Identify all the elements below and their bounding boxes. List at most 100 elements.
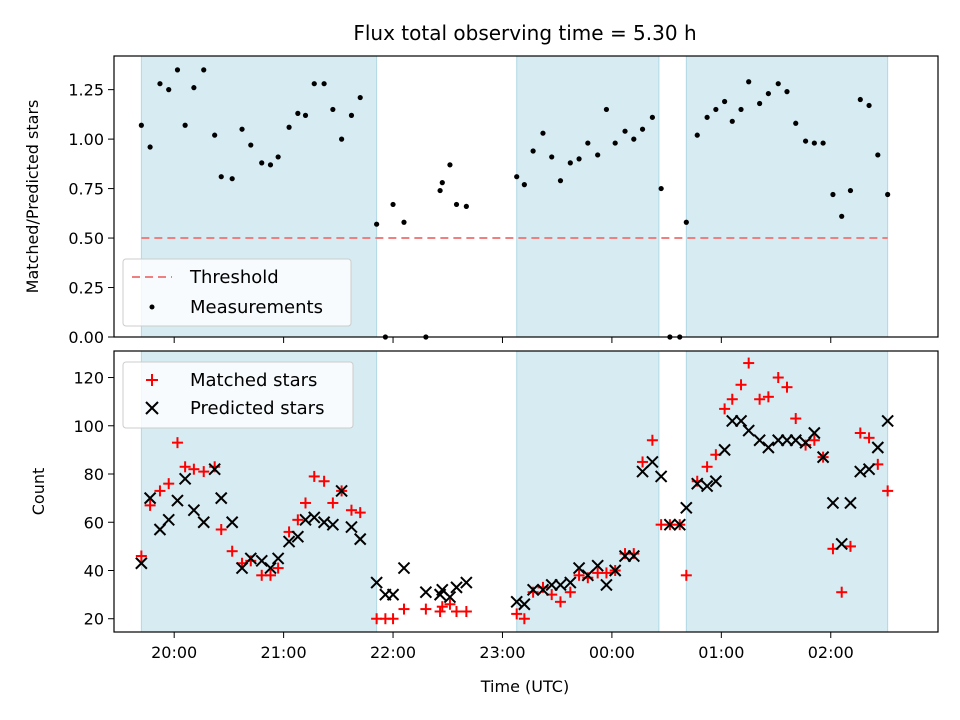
measurement-point	[295, 110, 301, 116]
matched-star-point	[354, 507, 366, 519]
predicted-star-point	[317, 516, 331, 529]
predicted-star-point	[871, 441, 885, 454]
legend-matched-label: Matched stars	[190, 370, 317, 391]
measurement-point	[374, 221, 380, 227]
matched-star-point	[272, 562, 284, 574]
predicted-star-point	[178, 472, 192, 486]
measurement-point	[321, 81, 327, 87]
matched-star-point	[680, 569, 692, 581]
predicted-star-point	[881, 414, 894, 428]
measurement-point	[775, 81, 781, 87]
x-tick-label: 20:00	[151, 643, 197, 662]
predicted-star-point	[608, 564, 622, 577]
top-legend: Threshold Measurements	[122, 258, 352, 327]
predicted-star-point	[826, 496, 840, 510]
measurement-point	[567, 160, 573, 166]
measurement-point	[820, 140, 826, 146]
top-axes-frame	[113, 55, 939, 338]
predicted-star-point	[581, 569, 595, 582]
measurement-point	[302, 112, 309, 118]
predicted-star-point	[772, 434, 785, 447]
predicted-star-point	[789, 434, 802, 447]
predicted-star-point	[854, 465, 867, 478]
x-tick-label: 23:00	[479, 643, 525, 662]
measurement-point	[463, 203, 469, 209]
measurement-point	[683, 219, 689, 225]
predicted-star-point	[282, 535, 296, 548]
bottom-x-ticks: 20:00 21:00 22:00 23:00 00:00 01:00 02:00	[151, 632, 854, 662]
predicted-star-point	[397, 561, 411, 575]
measurement-point	[557, 178, 564, 184]
top-y-tick-label: 0.75	[68, 180, 104, 199]
measurement-point	[839, 213, 845, 219]
predicted-star-point	[450, 581, 463, 594]
predicted-star-point	[564, 576, 577, 589]
predicted-star-point	[171, 494, 184, 507]
matched-star-point	[637, 456, 649, 468]
bottom-y-tick-label: 20	[84, 610, 104, 629]
matched-star-point	[743, 357, 755, 369]
bottom-band-2	[685, 350, 889, 633]
bottom-y-tick-label: 100	[73, 417, 104, 436]
measurement-point	[447, 162, 453, 168]
measurement-point	[784, 89, 790, 95]
matched-star-point	[772, 372, 784, 384]
measurement-point	[138, 122, 144, 128]
predicted-star-point	[654, 470, 668, 483]
matched-star-point	[444, 598, 456, 610]
predicted-star-point	[443, 590, 457, 604]
predicted-star-point	[646, 455, 659, 469]
predicted-star-point	[816, 450, 830, 464]
measurement-points	[138, 67, 891, 340]
top-y-tick-label: 1.00	[68, 130, 104, 149]
predicted-star-point	[335, 484, 348, 498]
measurement-point	[612, 140, 618, 146]
matched-star-point	[226, 545, 238, 557]
legend-predicted-swatch	[145, 401, 159, 415]
measurement-point	[875, 152, 881, 158]
predicted-star-points	[135, 414, 894, 611]
bottom-y-ticks: 20 40 60 80 100 120	[73, 369, 114, 629]
matched-star-point	[198, 466, 210, 478]
matched-star-point	[345, 504, 357, 516]
bottom-legend: Matched stars Predicted stars	[122, 361, 354, 429]
matched-star-point	[719, 403, 731, 415]
measurement-point	[704, 114, 710, 120]
top-band-1	[516, 55, 660, 338]
predicted-star-point	[673, 518, 686, 531]
matched-star-point	[451, 605, 463, 617]
predicted-star-point	[600, 578, 613, 592]
measurement-point	[390, 201, 396, 208]
measurement-point	[765, 90, 771, 97]
predicted-star-point	[518, 598, 531, 611]
matched-star-point	[836, 586, 848, 598]
matched-star-point	[701, 461, 713, 473]
ratio-panel: 0.00 0.25 0.50 0.75 1.00 1.25 Matched/Predict…	[23, 55, 939, 347]
predicted-star-point	[386, 588, 400, 601]
x-tick-label: 02:00	[808, 643, 854, 662]
predicted-star-point	[835, 537, 848, 551]
measurement-point	[631, 136, 637, 142]
matched-star-point	[511, 608, 523, 620]
measurement-point	[259, 160, 265, 166]
measurement-point	[549, 154, 555, 160]
measurement-point	[521, 182, 527, 188]
predicted-star-point	[308, 511, 321, 524]
predicted-star-point	[627, 549, 640, 563]
x-tick-label: 22:00	[370, 643, 416, 662]
predicted-star-point	[225, 516, 239, 529]
x-tick-label: 01:00	[698, 643, 744, 662]
predicted-star-point	[726, 414, 739, 428]
matched-star-point	[308, 470, 320, 482]
bottom-y-axis-label: Count	[29, 468, 48, 516]
matched-star-point	[163, 478, 175, 490]
measurement-point	[339, 136, 345, 142]
measurement-point	[738, 106, 744, 113]
predicted-star-point	[162, 513, 175, 527]
predicted-star-point	[618, 549, 632, 563]
measurement-point	[540, 130, 546, 136]
measurement-point	[439, 180, 445, 186]
predicted-star-point	[215, 491, 228, 505]
top-y-axis-label: Matched/Predicted stars	[23, 100, 42, 294]
matched-star-point	[398, 603, 410, 615]
